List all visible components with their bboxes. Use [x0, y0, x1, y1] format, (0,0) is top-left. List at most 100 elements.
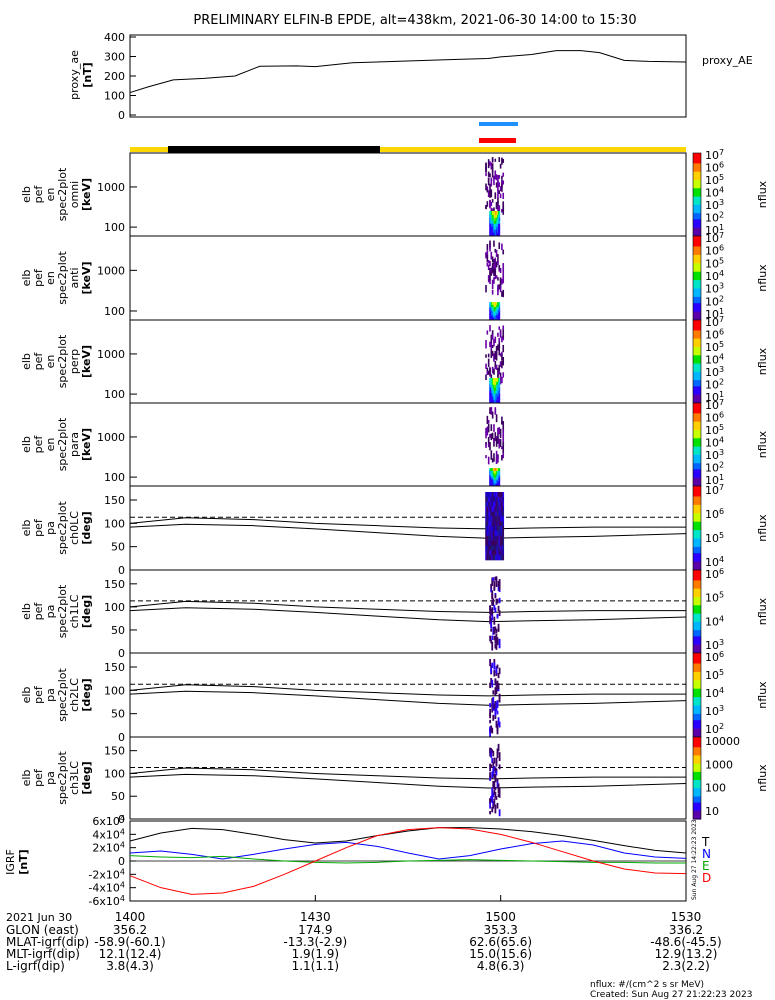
colorbar-swatch-pitch-0	[693, 498, 701, 502]
energy-flux-cell	[494, 474, 496, 478]
energy-flux-cell	[497, 216, 499, 221]
pitch-flux-cell	[488, 555, 490, 561]
energy-flux-cell	[493, 310, 495, 314]
pitch-flux-cell	[497, 526, 499, 532]
colorbar-swatch-energy-3	[693, 429, 701, 433]
colorbar-swatch-energy-3	[693, 452, 701, 456]
energy-flux-cell	[497, 483, 499, 486]
colorbar-swatch-pitch-1	[693, 596, 701, 600]
colorbar-swatch-pitch-0	[693, 507, 701, 510]
energy-flux-cell	[491, 470, 494, 474]
colorbar-swatch-energy-3	[693, 405, 701, 408]
pitch-flux-streak	[497, 605, 500, 612]
pitch-flux-cell	[495, 521, 497, 527]
colorbar-swatch-pitch-3	[693, 749, 701, 752]
pitch-flux-cell	[491, 516, 493, 522]
energy-flux-streak	[491, 289, 494, 295]
energy-flux-cell	[493, 468, 495, 472]
pitch-flux-streak	[491, 577, 494, 586]
colorbar-swatch-energy-0	[693, 211, 701, 214]
energy-flux-streak	[498, 444, 501, 449]
colorbar-swatch-pitch-2	[693, 703, 701, 707]
pitch-flux-cell	[486, 506, 488, 512]
energy-flux-streak	[486, 330, 489, 335]
colorbar-swatch-pitch-0	[693, 511, 701, 514]
pitch-panel-ylabel: spec2plot	[56, 751, 69, 805]
pitch-flux-cell	[495, 545, 497, 551]
energy-flux-streak	[489, 267, 491, 274]
colorbar-swatch-energy-2	[693, 351, 701, 354]
colorbar-swatch-pitch-3	[693, 778, 701, 781]
energy-flux-streak	[501, 157, 503, 165]
colorbar-swatch-pitch-1	[693, 570, 701, 573]
pitch-flux-cell	[501, 526, 504, 532]
energy-flux-cell	[498, 483, 500, 486]
energy-ztick-label: 107	[705, 315, 724, 329]
pitch-flux-cell	[485, 511, 487, 517]
energy-ytick-label: 100	[104, 471, 125, 484]
energy-flux-cell	[492, 216, 495, 221]
pitch-flux-cell	[485, 501, 487, 507]
energy-flux-cell	[492, 380, 495, 385]
colorbar-swatch-pitch-3	[693, 747, 701, 750]
energy-flux-cell	[495, 386, 497, 391]
colorbar-swatch-energy-3	[693, 415, 701, 419]
energy-flux-cell	[498, 231, 501, 236]
energy-flux-streak	[490, 335, 493, 341]
pitch-flux-streak	[491, 787, 494, 797]
ephemeris-value: -58.9(-60.1)	[94, 935, 165, 949]
igrf-N-line	[129, 840, 687, 860]
energy-flux-cell	[496, 380, 498, 385]
pitch-flux-cell	[499, 521, 501, 527]
energy-flux-streak	[493, 259, 495, 265]
colorbar-swatch-pitch-3	[693, 780, 701, 783]
colorbar-swatch-energy-0	[693, 155, 701, 158]
energy-flux-cell	[490, 468, 493, 472]
energy-flux-streak	[497, 427, 499, 434]
energy-flux-streak	[501, 454, 503, 461]
pitch-flux-cell	[495, 550, 497, 556]
energy-flux-streak	[494, 407, 497, 415]
pitch-flux-cell	[502, 496, 505, 503]
pitch-flux-cell	[494, 540, 496, 546]
energy-flux-cell	[490, 395, 492, 400]
ephemeris-value: 12.1(12.4)	[99, 947, 162, 961]
pitch-ytick-label: 100	[104, 517, 125, 530]
pitch-flux-cell	[487, 492, 489, 498]
pitch-flux-cell	[492, 506, 494, 512]
energy-flux-streak	[498, 326, 501, 330]
energy-flux-streak	[487, 171, 490, 177]
energy-flux-cell	[490, 312, 493, 316]
pitch-flux-streak	[494, 644, 497, 649]
colorbar-swatch-pitch-3	[693, 812, 701, 816]
energy-flux-cell	[490, 478, 492, 482]
energy-flux-cell	[498, 480, 500, 484]
pitch-flux-cell	[497, 545, 499, 551]
colorbar-swatch-pitch-2	[693, 709, 701, 713]
colorbar-swatch-energy-0	[693, 217, 701, 220]
energy-flux-cell	[489, 213, 491, 218]
energy-flux-cell	[496, 304, 498, 308]
energy-flux-streak	[497, 183, 499, 192]
energy-flux-streak	[498, 242, 501, 250]
energy-flux-cell	[495, 395, 497, 400]
pitch-flux-cell	[492, 492, 494, 498]
pitch-flux-streak	[491, 705, 494, 713]
colorbar-swatch-energy-3	[693, 442, 701, 446]
pitch-flux-cell	[491, 501, 493, 507]
colorbar-swatch-energy-3	[693, 434, 701, 437]
pitch-flux-cell	[486, 540, 488, 546]
pitch-flux-streak	[498, 809, 501, 817]
energy-flux-cell	[490, 225, 493, 230]
energy-flux-streak	[485, 363, 487, 369]
energy-flux-cell	[490, 478, 493, 482]
energy-ztick-label: 101	[705, 307, 724, 321]
energy-flux-streak	[501, 209, 503, 213]
energy-flux-streak	[489, 433, 491, 438]
pitch-flux-streak	[489, 712, 492, 719]
energy-flux-cell	[490, 308, 492, 312]
colorbar-swatch-energy-2	[693, 371, 701, 375]
energy-flux-cell	[498, 302, 501, 306]
colorbar-swatch-energy-1	[693, 299, 701, 302]
